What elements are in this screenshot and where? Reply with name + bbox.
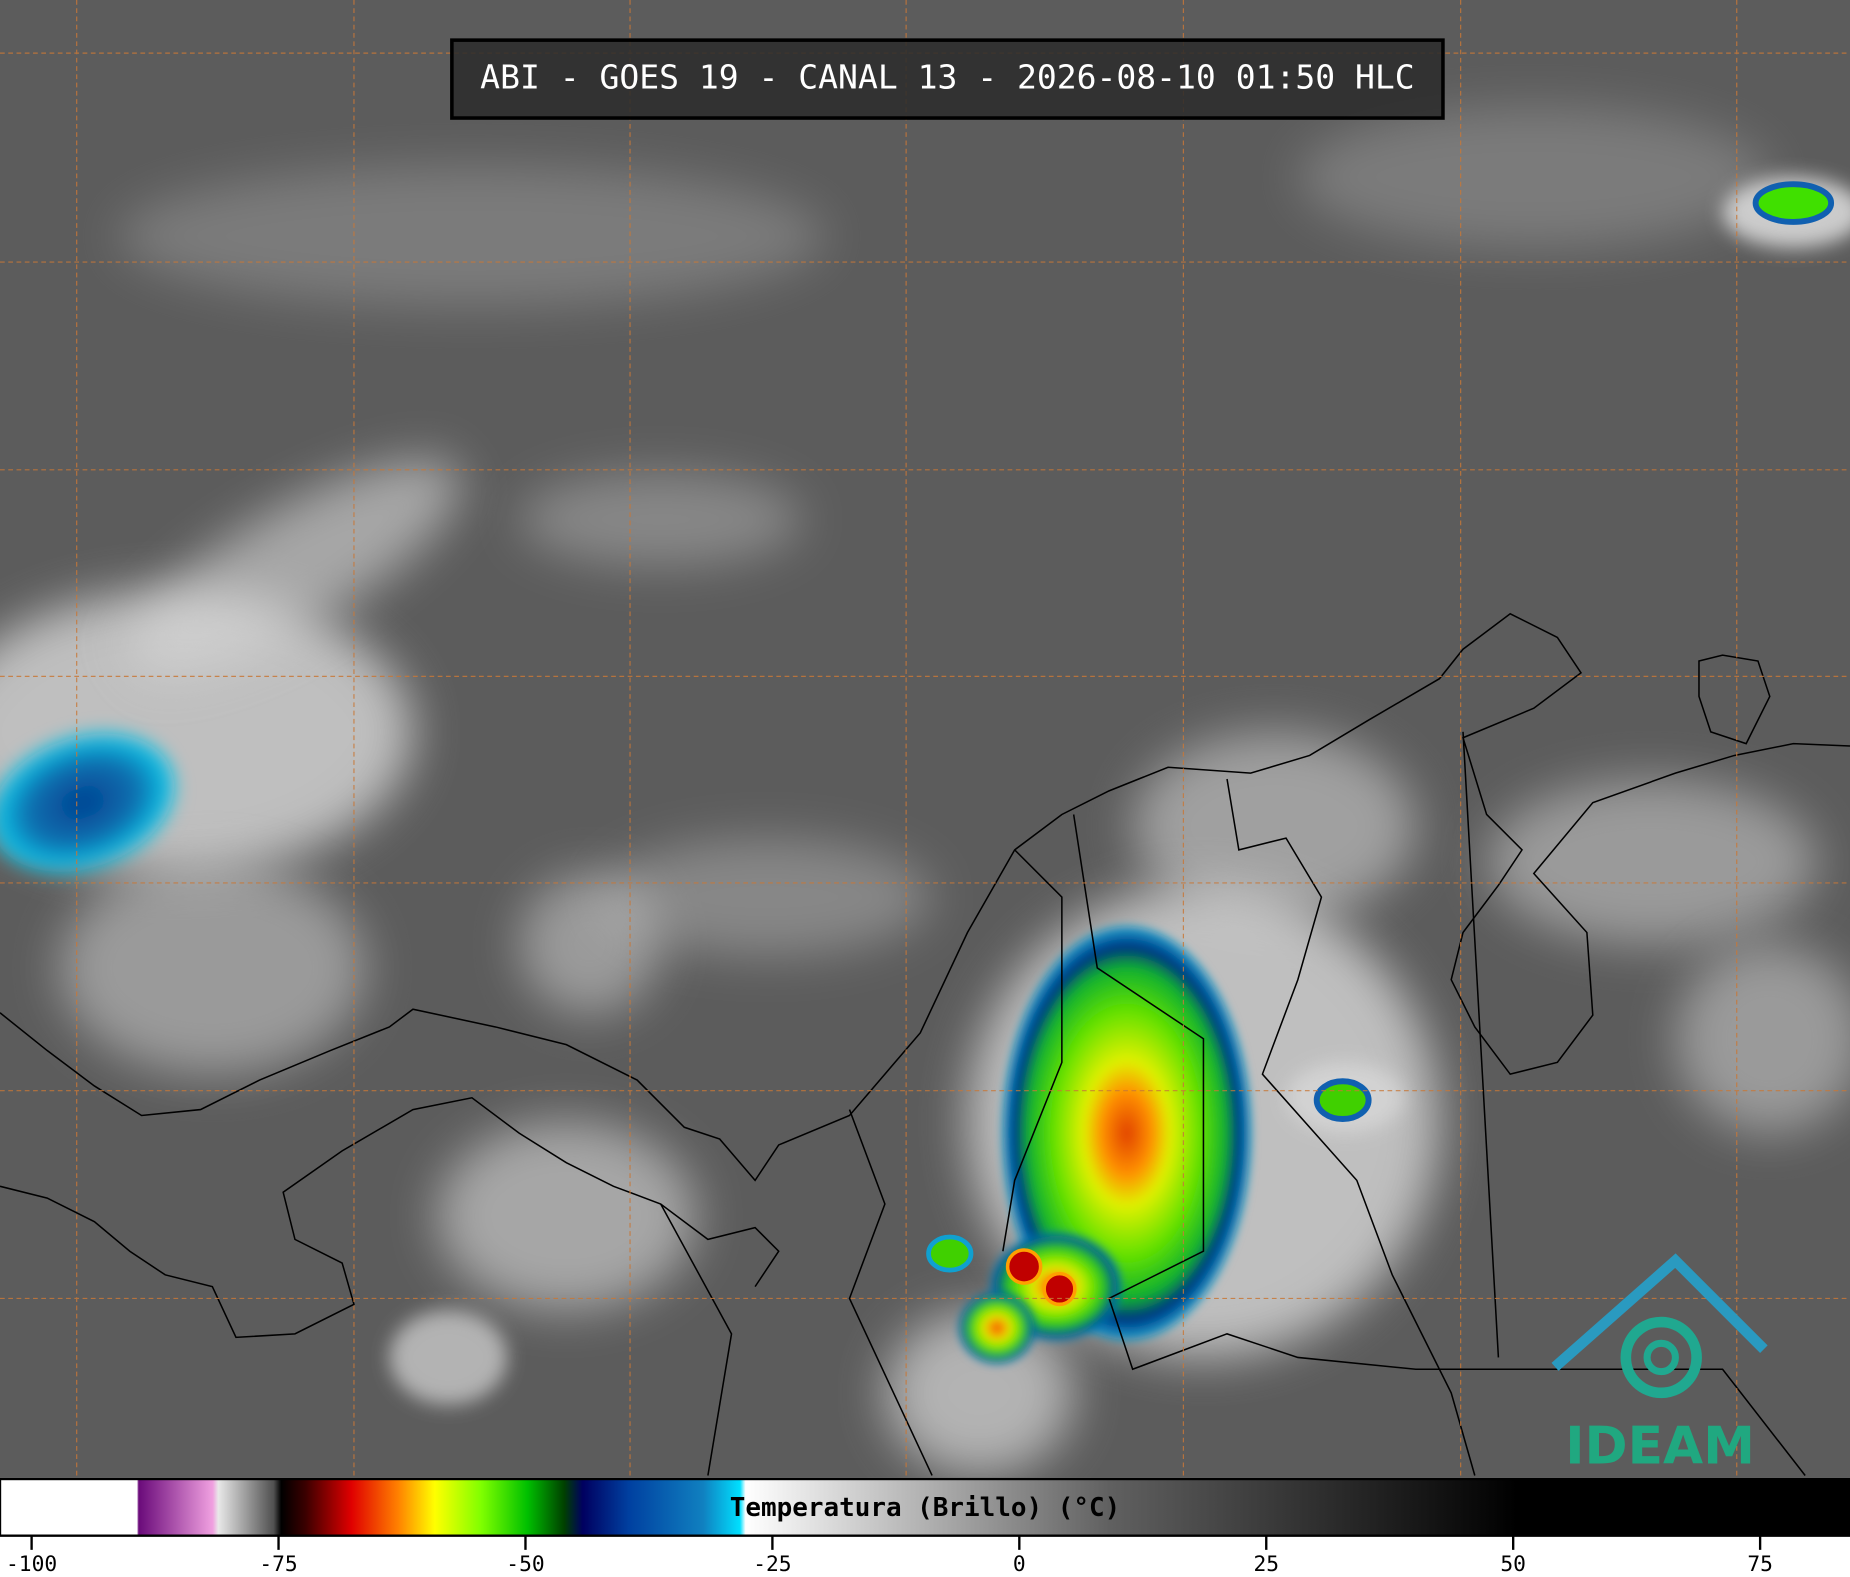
convective-cells xyxy=(0,181,1835,1364)
tick-label: 25 xyxy=(1253,1552,1279,1577)
tick-label: -75 xyxy=(259,1552,297,1577)
title: ABI - GOES 19 - CANAL 13 - 2026-08-10 01… xyxy=(480,58,1414,97)
logo: IDEAM xyxy=(1551,1253,1768,1477)
colorbar-label: Temperatura (Brillo) (°C) xyxy=(730,1493,1121,1523)
clouds xyxy=(0,106,1850,1476)
tick-label: -50 xyxy=(506,1552,544,1577)
tick-label: 75 xyxy=(1747,1552,1773,1577)
coastlines xyxy=(0,612,1850,1476)
tick-label: 50 xyxy=(1500,1552,1526,1577)
tick-label: 0 xyxy=(1013,1552,1026,1577)
tick-label: -25 xyxy=(753,1552,791,1577)
title-box xyxy=(450,38,1445,120)
colorbar xyxy=(0,1477,1850,1537)
tick-label: -100 xyxy=(6,1552,57,1577)
logo-text: IDEAM xyxy=(1565,1417,1755,1477)
